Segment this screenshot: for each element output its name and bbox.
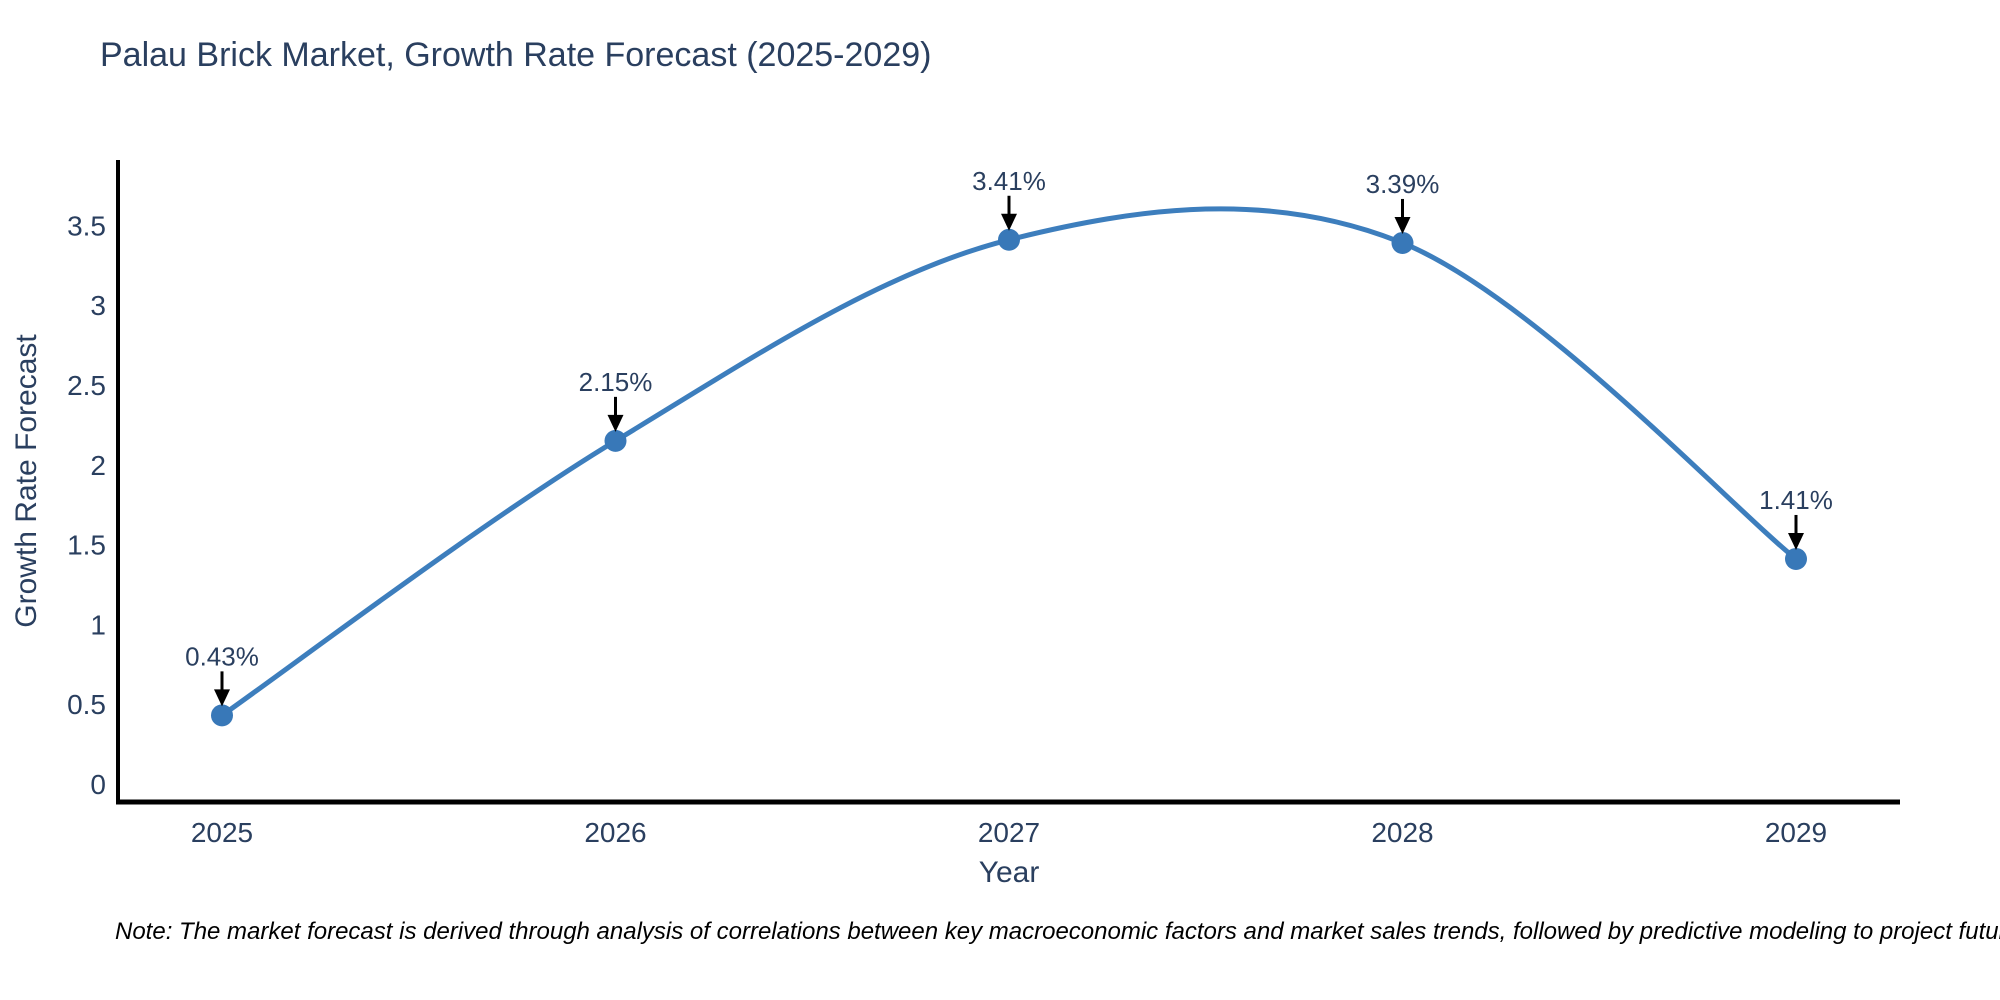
x-tick-label: 2028 xyxy=(1371,817,1433,848)
point-label: 2.15% xyxy=(579,367,653,397)
x-tick-label: 2025 xyxy=(191,817,253,848)
y-tick-label: 3 xyxy=(90,290,106,321)
x-axis-title: Year xyxy=(978,856,1040,889)
annotation-arrowhead xyxy=(1788,532,1804,550)
x-tick-label: 2027 xyxy=(978,817,1040,848)
data-point-2029 xyxy=(1785,547,1807,570)
annotation-arrowhead xyxy=(1001,213,1017,231)
point-label: 3.41% xyxy=(972,166,1046,196)
y-tick-label: 0 xyxy=(90,769,106,800)
annotation-arrowhead xyxy=(1394,216,1411,234)
data-point-2025 xyxy=(211,704,233,727)
annotation-arrowhead xyxy=(607,414,624,432)
data-point-2027 xyxy=(998,228,1020,251)
point-label: 3.39% xyxy=(1366,169,1440,199)
data-point-2026 xyxy=(604,429,627,452)
footnote: Note: The market forecast is derived thr… xyxy=(115,918,2000,945)
y-tick-label: 0.5 xyxy=(67,689,106,720)
point-label: 1.41% xyxy=(1759,485,1833,515)
y-tick-label: 1.5 xyxy=(67,530,106,561)
y-tick-label: 3.5 xyxy=(67,210,106,241)
y-tick-label: 1 xyxy=(90,609,106,640)
y-tick-label: 2 xyxy=(90,450,106,481)
chart-title: Palau Brick Market, Growth Rate Forecast… xyxy=(100,36,932,74)
y-axis-title: Growth Rate Forecast xyxy=(10,334,43,628)
x-tick-label: 2026 xyxy=(584,817,646,848)
trend-line xyxy=(219,206,1799,718)
data-point-2028 xyxy=(1391,231,1414,254)
x-tick-label: 2029 xyxy=(1765,817,1827,848)
point-label: 0.43% xyxy=(185,641,259,671)
y-tick-label: 2.5 xyxy=(67,370,106,401)
annotation-arrowhead xyxy=(214,689,230,707)
